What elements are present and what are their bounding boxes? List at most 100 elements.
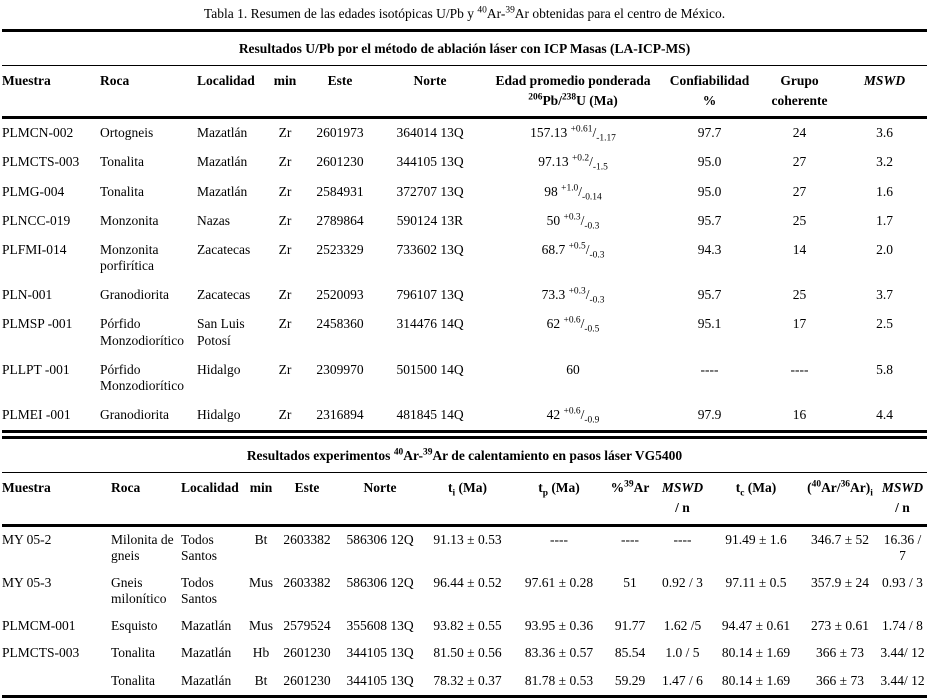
table-cell: 94.47 ± 0.61 xyxy=(721,618,791,634)
header-row: Muestra Roca Localidad min Este Norte Edad pro… xyxy=(2,66,927,120)
table-cell: Esquisto xyxy=(111,618,158,634)
table-cell: 62 +0.6/-0.5 xyxy=(546,315,600,336)
table-cell: Monzonita xyxy=(100,212,159,228)
column-header: min xyxy=(246,473,276,527)
table-cell: 95.7 xyxy=(697,287,722,303)
table-cell: PLMCN-002 xyxy=(2,125,74,141)
table-cell: 59.29 xyxy=(614,672,646,688)
table-cell: Nazas xyxy=(197,212,230,228)
column-header: Muestra xyxy=(2,473,110,527)
table-cell: 51 xyxy=(623,574,637,590)
table-cell: 97.11 ± 0.5 xyxy=(725,574,787,590)
table-cell xyxy=(2,668,110,695)
table-cell: Todos Santos xyxy=(181,574,218,607)
table-cell: MY 05-3 xyxy=(2,574,52,590)
table-cell: 3.2 xyxy=(876,154,893,170)
table-cell: 3.6 xyxy=(876,125,893,141)
table-cell: Zr xyxy=(278,183,292,199)
table-cell: 25 xyxy=(792,287,807,303)
table-cell: 796107 13Q xyxy=(396,287,464,303)
table-cell: Mazatlán xyxy=(197,154,248,170)
table-cell: 372707 13Q xyxy=(396,183,464,199)
table-cell: 2579524 xyxy=(283,618,331,634)
table-cell: Bt xyxy=(254,672,268,688)
table-cell: San Luis Potosí xyxy=(197,316,245,348)
upb-header-divider xyxy=(2,65,927,66)
table-cell: 1.74 / 8 xyxy=(882,618,923,634)
column-header: (40Ar/36Ar)i xyxy=(802,473,878,527)
header-row: Muestra Roca Localidad min Este Norte ti (Ma) t… xyxy=(2,473,927,527)
table-cell: 96.44 ± 0.52 xyxy=(433,574,502,590)
table-cell: Mus xyxy=(248,618,273,634)
table-cell: 3.44/ 12 xyxy=(880,645,925,661)
table-cell: 5.8 xyxy=(876,361,893,377)
table-cell: Gneis milonítico xyxy=(111,574,167,607)
table-cell: 95.1 xyxy=(697,316,722,332)
column-header: Norte xyxy=(338,473,422,527)
table-cell: 157.13 +0.61/-1.17 xyxy=(530,124,616,144)
column-header: MSWD / n xyxy=(655,473,710,527)
column-header: Roca xyxy=(99,66,196,120)
table-cell: Bt xyxy=(254,531,268,547)
column-header: MSWD xyxy=(842,66,927,120)
column-header: Grupo coherente xyxy=(757,66,842,120)
table-cell: Pórfido Monzodiorítico xyxy=(100,316,184,348)
table-cell: 95.7 xyxy=(697,212,722,228)
table-cell: Ortogneis xyxy=(100,125,154,141)
table-cell: PLMCM-001 xyxy=(2,618,76,634)
table-cell: 95.0 xyxy=(697,154,722,170)
table-cell: 2.0 xyxy=(876,241,893,257)
table-cell: 50 +0.3/-0.3 xyxy=(546,212,600,232)
table-row: PLMSP -001 Pórfido Monzodiorítico San Luis… xyxy=(2,310,927,355)
table-cell: 17 xyxy=(792,316,807,332)
table-cell: 25 xyxy=(792,212,807,228)
table-cell: Zr xyxy=(278,361,292,377)
table-cell: 2603382 xyxy=(283,574,331,590)
table-cell: Tonalita xyxy=(111,645,156,661)
table-cell: PLMEI -001 xyxy=(2,407,71,423)
table-cell: 24 xyxy=(792,125,807,141)
table-cell: 2789864 xyxy=(316,212,364,228)
table-cell: Granodiorita xyxy=(100,287,169,303)
table-row: PLFMI-014 Monzonita porfirítica Zacatecas Z… xyxy=(2,236,927,281)
table-cell: 80.14 ± 1.69 xyxy=(721,645,791,661)
table-cell: Mazatlán xyxy=(197,183,248,199)
table-cell: ---- xyxy=(700,361,719,377)
table-cell: ---- xyxy=(790,361,809,377)
table-cell: 344105 13Q xyxy=(346,672,414,688)
arar-section-title: Resultados experimentos 40Ar-39Ar de cal… xyxy=(246,447,683,464)
table-cell: Mazatlán xyxy=(181,672,232,688)
column-header: tp (Ma) xyxy=(513,473,605,527)
table-cell: 80.14 ± 1.69 xyxy=(721,672,791,688)
table-cell: Mazatlán xyxy=(197,125,248,141)
column-header: ti (Ma) xyxy=(422,473,513,527)
table-cell: 73.3 +0.3/-0.3 xyxy=(541,286,605,306)
column-header: Muestra xyxy=(2,66,99,120)
column-header: Localidad xyxy=(180,473,246,527)
table-cell: 2603382 xyxy=(283,531,331,547)
table-cell: 85.54 xyxy=(614,645,646,661)
table-cell: 2520093 xyxy=(316,287,364,303)
table-cell: Zacatecas xyxy=(197,287,251,303)
table-cell: 94.3 xyxy=(697,241,722,257)
table-caption: Tabla 1. Resumen de las edades isotópica… xyxy=(203,5,726,21)
table-cell: Monzonita porfirítica xyxy=(100,241,159,274)
table-cell: Zr xyxy=(278,407,292,423)
table-cell: MY 05-2 xyxy=(2,531,52,547)
table-cell: PLFMI-014 xyxy=(2,241,67,257)
arar-header-divider xyxy=(2,472,927,474)
table-cell: 81.78 ± 0.53 xyxy=(524,672,594,688)
table-cell: Granodiorita xyxy=(100,407,169,423)
table-cell: 501500 14Q xyxy=(396,361,464,377)
table-cell: 14 xyxy=(792,241,807,257)
table-row: PLMEI -001 Granodiorita Hidalgo Zr 2316894 48… xyxy=(2,401,927,430)
column-header: MSWD / n xyxy=(878,473,927,527)
table-row: PLMCTS-003 Tonalita Mazatlán Hb 2601230 34410… xyxy=(2,640,927,667)
table-cell: 2309970 xyxy=(316,361,364,377)
table-cell: 2584931 xyxy=(316,183,364,199)
section-divider xyxy=(2,430,927,440)
table-row: MY 05-3 Gneis milonítico Todos Santos Mus 26… xyxy=(2,570,927,613)
table-cell: 91.13 ± 0.53 xyxy=(433,531,502,547)
table-cell: Hidalgo xyxy=(197,361,241,377)
upb-table-head: Muestra Roca Localidad min Este Norte Edad pro… xyxy=(2,66,927,120)
